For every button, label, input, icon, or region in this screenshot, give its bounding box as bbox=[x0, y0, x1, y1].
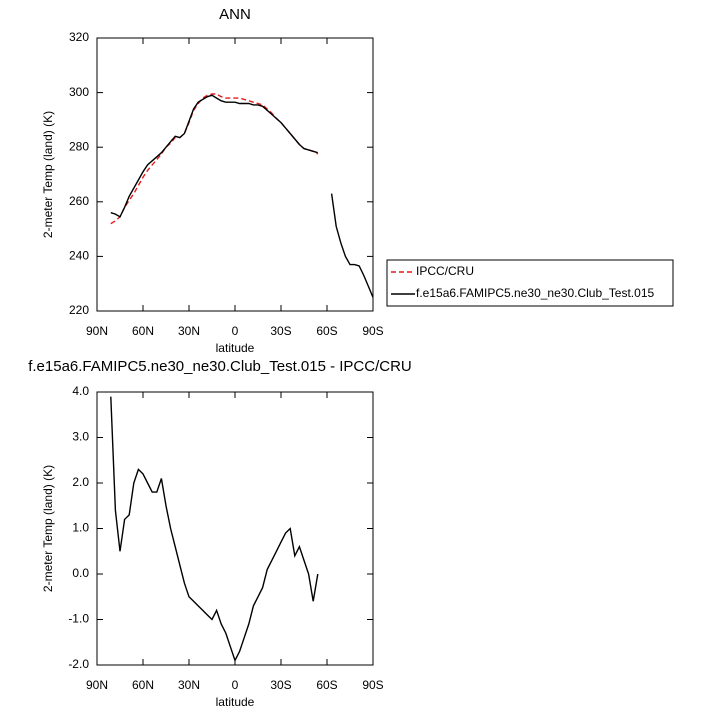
y-tick-label: 0.0 bbox=[72, 566, 89, 580]
x-tick-label: 30N bbox=[178, 324, 200, 338]
y-tick-label: -1.0 bbox=[68, 612, 89, 626]
x-axis-label: latitude bbox=[216, 341, 255, 355]
x-tick-label: 30N bbox=[178, 678, 200, 692]
data-line bbox=[110, 396, 319, 663]
x-tick-label: 90S bbox=[362, 324, 383, 338]
y-tick-label: 1.0 bbox=[72, 521, 89, 535]
x-tick-label: 60N bbox=[132, 324, 154, 338]
y-axis-label: 2-meter Temp (land) (K) bbox=[41, 465, 55, 592]
y-tick-label: 260 bbox=[69, 194, 89, 208]
x-tick-label: 0 bbox=[232, 324, 239, 338]
data-line bbox=[110, 93, 319, 225]
y-tick-label: 2.0 bbox=[72, 475, 89, 489]
x-tick-label: 60N bbox=[132, 678, 154, 692]
chart-title: f.e15a6.FAMIPC5.ne30_ne30.Club_Test.015 … bbox=[28, 358, 412, 375]
legend-label: f.e15a6.FAMIPC5.ne30_ne30.Club_Test.015 bbox=[416, 286, 654, 300]
y-tick-label: 240 bbox=[69, 249, 89, 263]
y-tick-label: 280 bbox=[69, 139, 89, 153]
y-tick-label: 4.0 bbox=[72, 384, 89, 398]
y-tick-label: -2.0 bbox=[68, 657, 89, 671]
x-tick-label: 60S bbox=[316, 678, 337, 692]
data-line bbox=[110, 94, 319, 218]
legend-box bbox=[386, 259, 674, 307]
x-axis-label: latitude bbox=[216, 695, 255, 709]
y-axis-label: 2-meter Temp (land) (K) bbox=[41, 111, 55, 238]
x-tick-label: 30S bbox=[270, 324, 291, 338]
plot-frame bbox=[96, 391, 374, 666]
y-tick-label: 320 bbox=[69, 30, 89, 44]
chart-title: ANN bbox=[219, 6, 251, 23]
y-tick-label: 3.0 bbox=[72, 430, 89, 444]
x-tick-label: 60S bbox=[316, 324, 337, 338]
plot-frame bbox=[96, 37, 374, 312]
y-tick-label: 220 bbox=[69, 303, 89, 317]
x-tick-label: 90N bbox=[86, 324, 108, 338]
legend-label: IPCC/CRU bbox=[416, 264, 474, 278]
x-tick-label: 0 bbox=[232, 678, 239, 692]
y-tick-label: 300 bbox=[69, 85, 89, 99]
x-tick-label: 90N bbox=[86, 678, 108, 692]
data-line bbox=[330, 193, 374, 298]
x-tick-label: 30S bbox=[270, 678, 291, 692]
x-tick-label: 90S bbox=[362, 678, 383, 692]
